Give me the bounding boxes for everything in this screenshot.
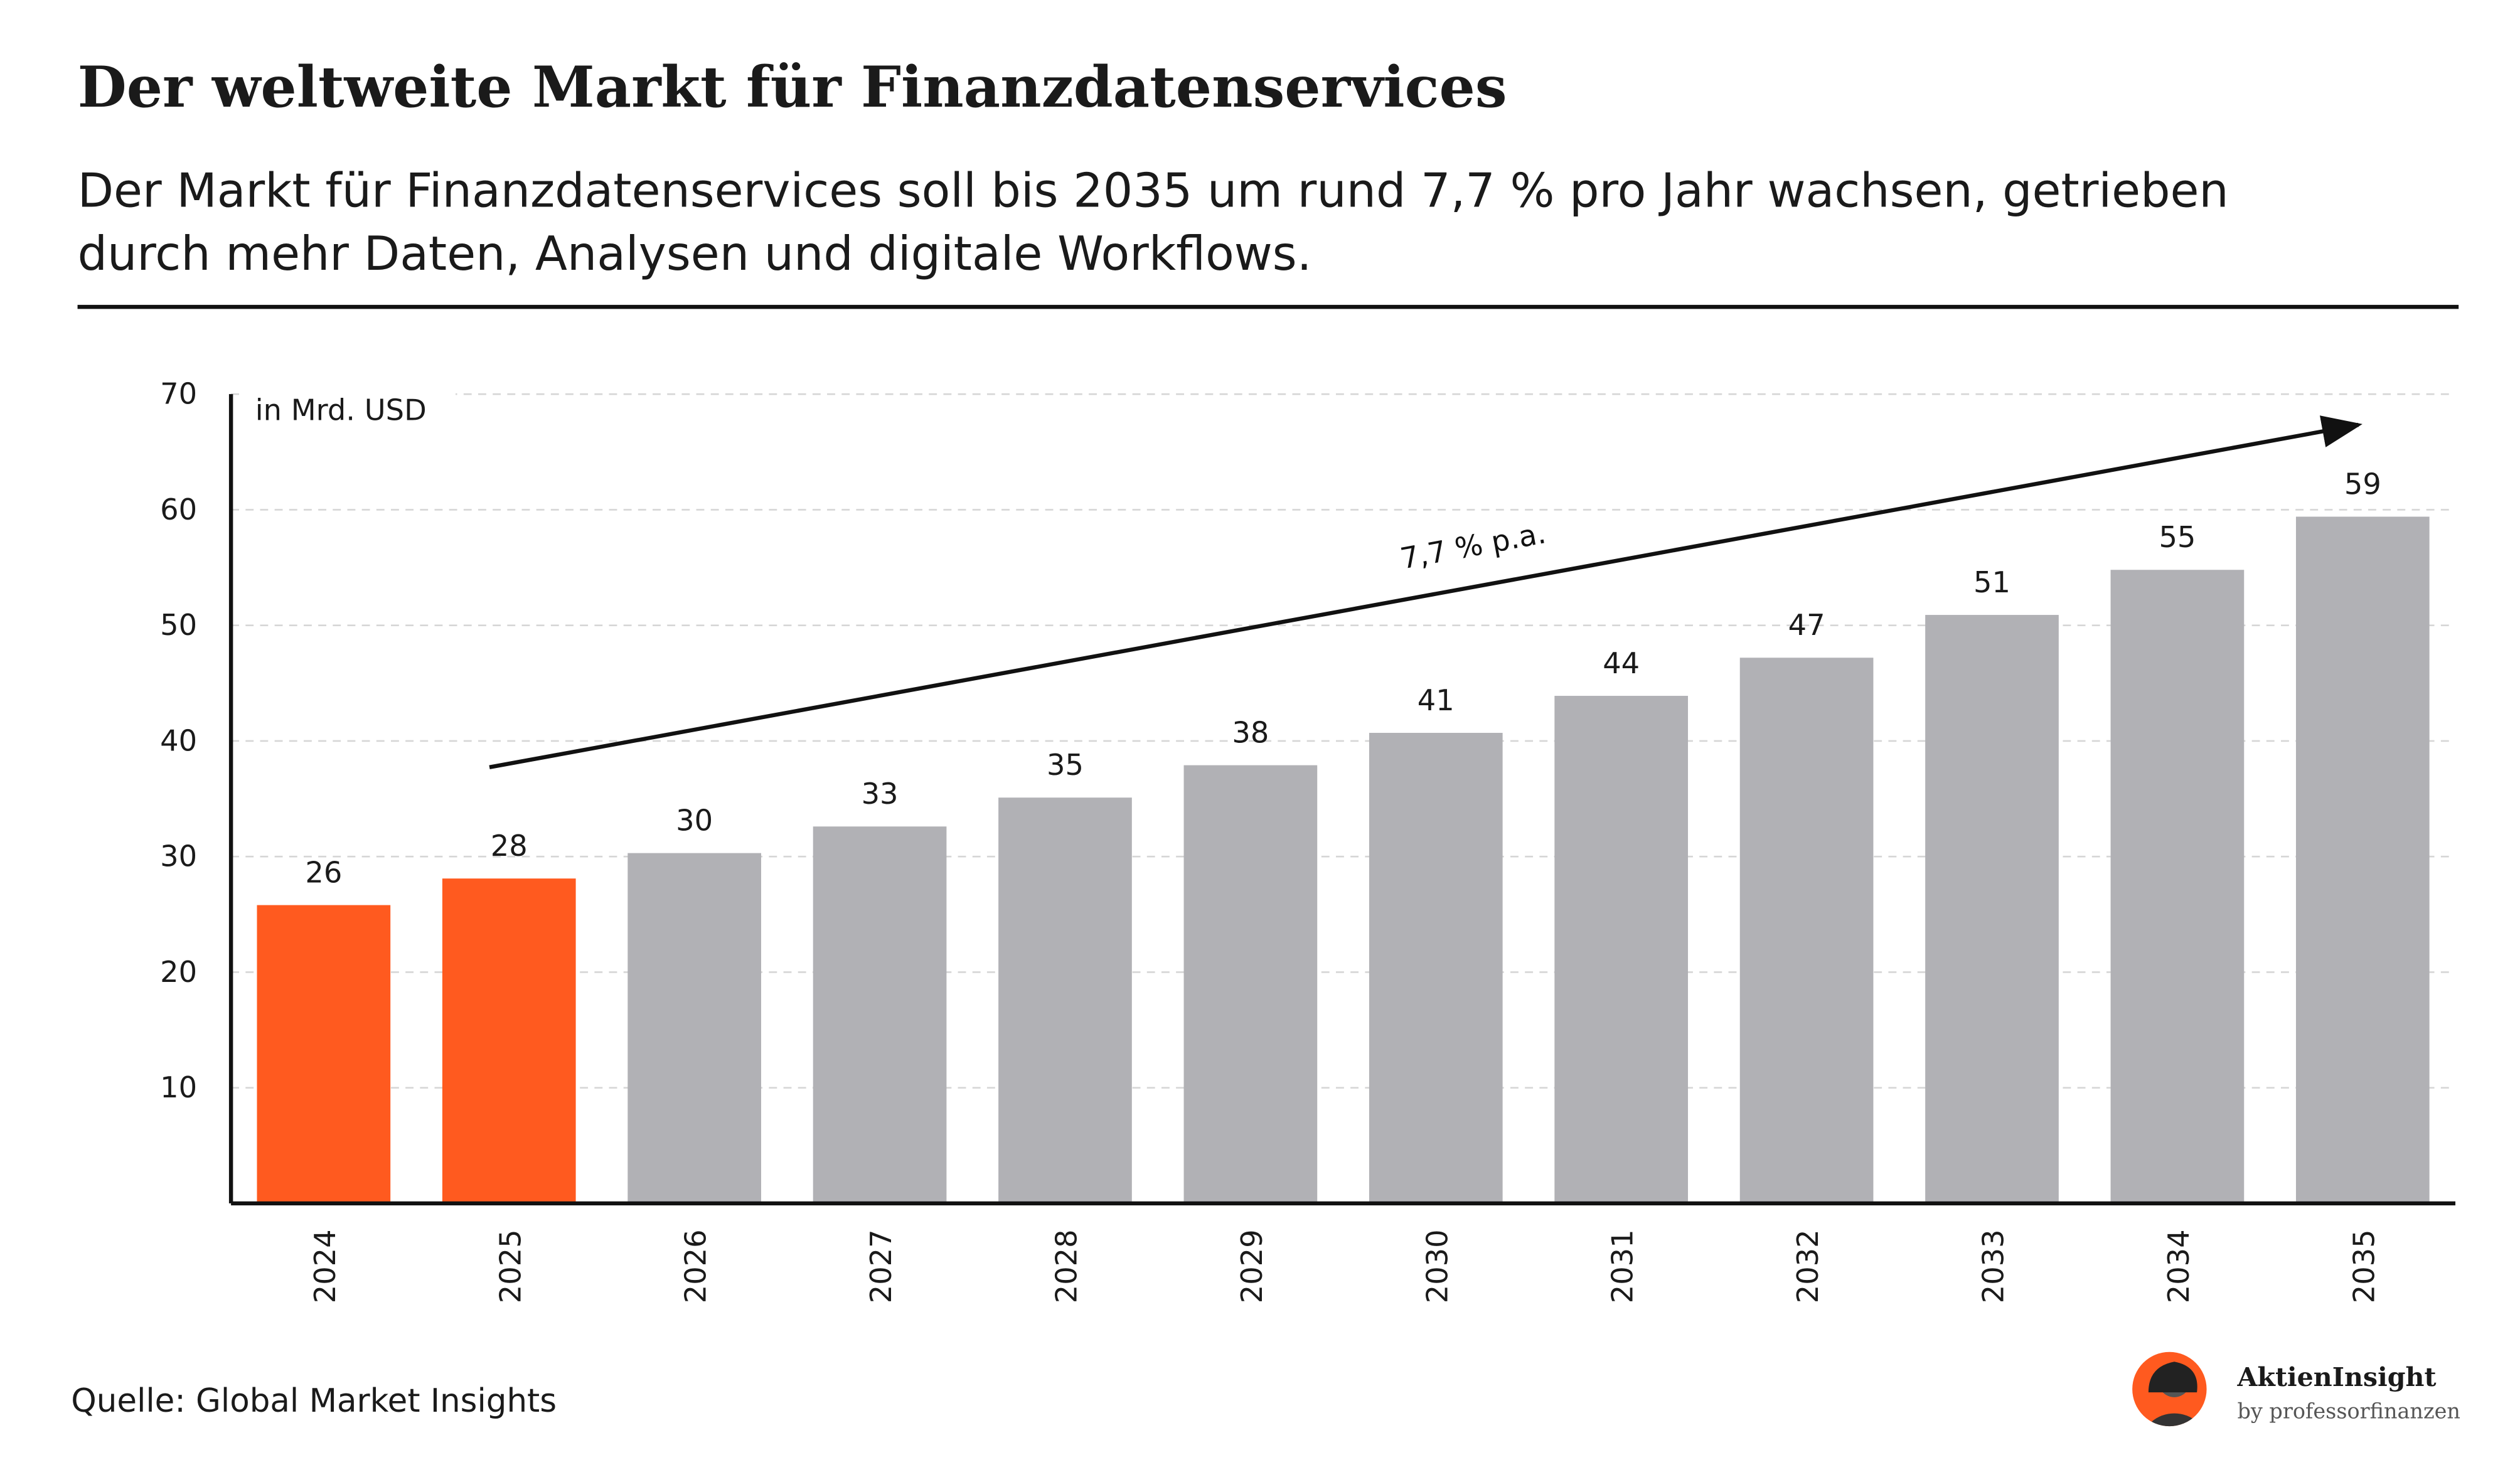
trend-arrow: [489, 415, 2362, 769]
brand-logo: [2132, 1351, 2207, 1427]
bar: [1554, 696, 1689, 1203]
y-tick-label: 60: [160, 493, 197, 526]
brand-by: by professorfinanzen: [2237, 1399, 2460, 1423]
value-label: 38: [1232, 716, 1269, 750]
x-tick-label: 2030: [1420, 1229, 1454, 1303]
x-tick-label: 2031: [1606, 1229, 1640, 1303]
value-label: 51: [1973, 565, 2010, 599]
bar: [998, 797, 1132, 1203]
value-label: 28: [491, 829, 528, 863]
x-tick-label: 2028: [1049, 1229, 1083, 1303]
bar: [442, 878, 576, 1203]
annotation: 7,7 % p.a.: [1397, 516, 1548, 575]
bar: [1739, 658, 1874, 1203]
x-tick-label: 2035: [2347, 1229, 2381, 1303]
x-tick-label: 2024: [308, 1229, 342, 1303]
y-axis-label: in Mrd. USD: [255, 393, 427, 427]
source: Quelle: Global Market Insights: [71, 1382, 557, 1420]
brand-name: AktienInsight: [2236, 1362, 2436, 1392]
x-tick-label: 2025: [493, 1229, 527, 1303]
y-tick-label: 50: [160, 608, 197, 642]
bar: [2110, 570, 2245, 1203]
y-tick-label: 10: [160, 1070, 197, 1104]
subtitle: Der Markt für Finanzdatenservices soll b…: [78, 164, 2229, 218]
x-tick-label: 2027: [864, 1229, 898, 1303]
x-tick-label: 2034: [2162, 1229, 2196, 1303]
value-label: 35: [1047, 748, 1084, 782]
x-tick-label: 2026: [679, 1229, 713, 1303]
value-label: 26: [305, 856, 342, 890]
subtitle: durch mehr Daten, Analysen und digitale …: [78, 227, 1312, 281]
label-bg: [242, 384, 456, 433]
bar: [1925, 615, 2059, 1203]
bar: [813, 826, 947, 1203]
y-tick-label: 30: [160, 840, 197, 873]
value-label: 59: [2344, 467, 2381, 501]
value-label: 47: [1788, 608, 1825, 642]
value-label: 33: [862, 777, 899, 811]
x-tick-label: 2029: [1235, 1229, 1269, 1303]
bar: [1369, 733, 1503, 1203]
bar: [1183, 765, 1318, 1203]
value-label: 44: [1603, 646, 1640, 680]
y-tick-label: 70: [160, 377, 197, 411]
y-tick-label: 40: [160, 723, 197, 757]
bar: [627, 853, 761, 1203]
y-tick-label: 20: [160, 955, 197, 989]
bar: [2295, 516, 2430, 1203]
value-label: 55: [2159, 520, 2196, 554]
x-tick-label: 2032: [1791, 1229, 1825, 1303]
bar: [257, 905, 391, 1203]
value-label: 30: [676, 804, 713, 838]
chart-title: Der weltweite Markt für Finanzdatenservi…: [78, 54, 1507, 120]
value-label: 41: [1418, 683, 1455, 717]
x-tick-label: 2033: [1977, 1229, 2010, 1303]
